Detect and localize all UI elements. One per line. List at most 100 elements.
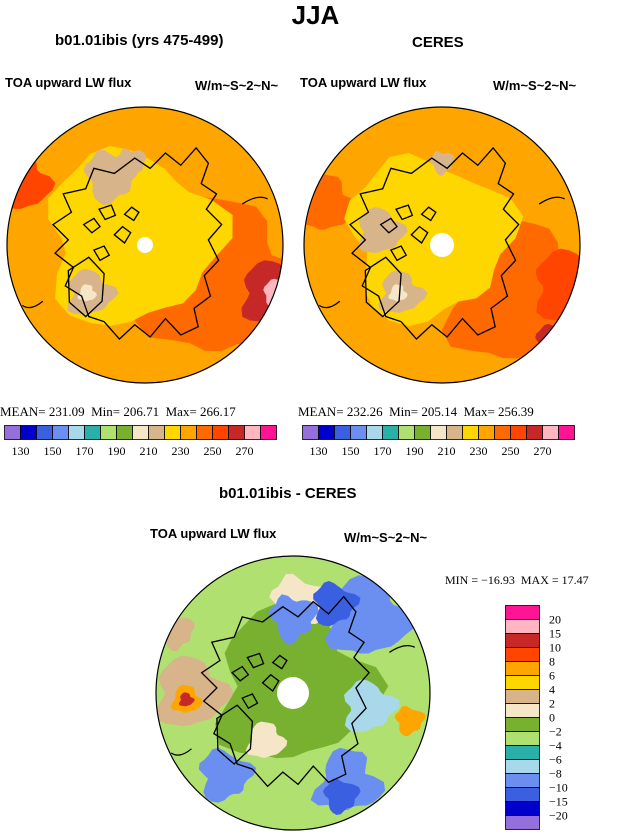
colorbar-1-tick-label: 270 [236, 444, 254, 458]
panel-3-map [155, 555, 431, 831]
colorbar-1-swatch [132, 425, 149, 440]
map3-outline [155, 555, 431, 831]
colorbar-1-tick-label: 210 [140, 444, 158, 458]
colorbar-1-swatch [20, 425, 37, 440]
colorbar-3-swatch [505, 605, 540, 620]
panel-3-title: b01.01ibis - CERES [219, 485, 357, 502]
map1-island-outline [92, 245, 111, 262]
mean-value: 232.26 [346, 404, 383, 419]
map3-field [156, 556, 430, 830]
colorbar-2-tick-label: 130 [310, 444, 328, 458]
colorbar-1-tick-label: 150 [44, 444, 62, 458]
map3-island-outline [241, 693, 259, 710]
colorbar-3-tick-label: 15 [549, 627, 561, 641]
map3-coastline [200, 595, 371, 788]
colorbar-3-tick-label: −4 [549, 739, 562, 753]
colorbar-2-swatch [446, 425, 463, 440]
colorbar-2-swatch [302, 425, 319, 440]
mean-label: MEAN= [0, 404, 46, 419]
colorbar-1-swatch [196, 425, 213, 440]
colorbar-2-swatch [542, 425, 559, 440]
panel-1-units: W/m~S~2~N~ [195, 78, 279, 93]
map1-island-outline [98, 204, 117, 221]
colorbar-3-tick-label: 10 [549, 641, 561, 655]
colorbar-3-tick-label: −20 [549, 809, 568, 823]
colorbar-1-swatch [116, 425, 133, 440]
max-value: 17.47 [561, 573, 589, 587]
map3-contour-region [198, 747, 257, 803]
map3-island-outline [271, 654, 288, 670]
panel-3-variable: TOA upward LW flux [150, 526, 277, 541]
colorbar-3-swatch [505, 633, 540, 648]
max-value: 256.39 [498, 404, 534, 419]
colorbar-2-tick-label: 250 [502, 444, 520, 458]
mean-value: 231.09 [48, 404, 85, 419]
map2-island-outline [395, 204, 414, 221]
colorbar-1-swatch [164, 425, 181, 440]
panel-2-map [303, 106, 581, 384]
colorbar-2-tick-label: 230 [470, 444, 488, 458]
max-label: Max= [165, 404, 197, 419]
min-value: 205.14 [421, 404, 458, 419]
colorbar-1-swatch [100, 425, 117, 440]
colorbar-1-swatch [36, 425, 53, 440]
colorbar-2-tick-label: 170 [374, 444, 392, 458]
map3-coastline [170, 748, 192, 756]
map3-contour-region [322, 778, 361, 815]
colorbar-3-swatch [505, 731, 540, 746]
map2-island-outline [379, 217, 398, 234]
colorbar-3-swatch [505, 661, 540, 676]
colorbar-3-tick-label: −15 [549, 795, 568, 809]
colorbar-3-swatch [505, 717, 540, 732]
panel-3-stats: MIN = −16.93 MAX = 17.47 [445, 573, 589, 588]
colorbar-3-swatch [505, 689, 540, 704]
colorbar-2-swatch [350, 425, 367, 440]
panel-1-map [6, 106, 284, 384]
colorbar-1-swatch [260, 425, 277, 440]
colorbar-2-swatch [510, 425, 527, 440]
map2-field [304, 107, 580, 383]
colorbar-2-swatch [494, 425, 511, 440]
map1-coastline [21, 300, 44, 309]
colorbar-3-swatch [505, 647, 540, 662]
map2-outline [303, 106, 581, 384]
max-value: 266.17 [200, 404, 236, 419]
colorbar-2-swatch [478, 425, 495, 440]
colorbar-3-swatch [505, 815, 540, 830]
map2-coastline [538, 196, 565, 205]
map2-contour-region [429, 150, 455, 176]
colorbar-3-swatch [505, 745, 540, 760]
colorbar-2-tick-label: 150 [342, 444, 360, 458]
map2-island-outline [420, 206, 437, 222]
map2-pole-gap [430, 233, 454, 257]
panel-1-title: b01.01ibis (yrs 475-499) [55, 32, 224, 49]
colorbar-3-swatch [505, 801, 540, 816]
colorbar-1-swatch [212, 425, 229, 440]
panel-1-stats: MEAN= 231.09 Min= 206.71 Max= 266.17 [0, 404, 236, 420]
map3-contour-region [394, 705, 426, 737]
colorbar-1-tick-label: 170 [76, 444, 94, 458]
map1-coastline [241, 196, 268, 205]
map3-contour-region [245, 721, 288, 758]
colorbar-2-tick-label: 270 [534, 444, 552, 458]
panel-2-colorbar: 130 150 170 190 210 230 250 270 [302, 425, 575, 458]
map2-coastline [318, 300, 341, 309]
panel-2-variable: TOA upward LW flux [300, 75, 427, 90]
colorbar-1-tick-label: 130 [12, 444, 30, 458]
colorbar-2-swatch [414, 425, 431, 440]
colorbar-1-swatch [228, 425, 245, 440]
colorbar-1-swatch [84, 425, 101, 440]
map3-island-outline [261, 673, 280, 692]
map1-outline [6, 106, 284, 384]
map1-island-outline [113, 225, 132, 244]
panel-1-colorbar: 130 150 170 190 210 230 250 270 [4, 425, 277, 458]
map3-contour-region [268, 594, 319, 645]
map1-pole-gap [137, 237, 153, 253]
map3-greenland-outline [216, 704, 254, 765]
colorbar-3-tick-label: 8 [549, 655, 555, 669]
colorbar-2-tick-label: 210 [438, 444, 456, 458]
colorbar-3-tick-label: −6 [549, 753, 562, 767]
map3-island-outline [246, 652, 265, 669]
map2-contour-region [388, 284, 408, 302]
